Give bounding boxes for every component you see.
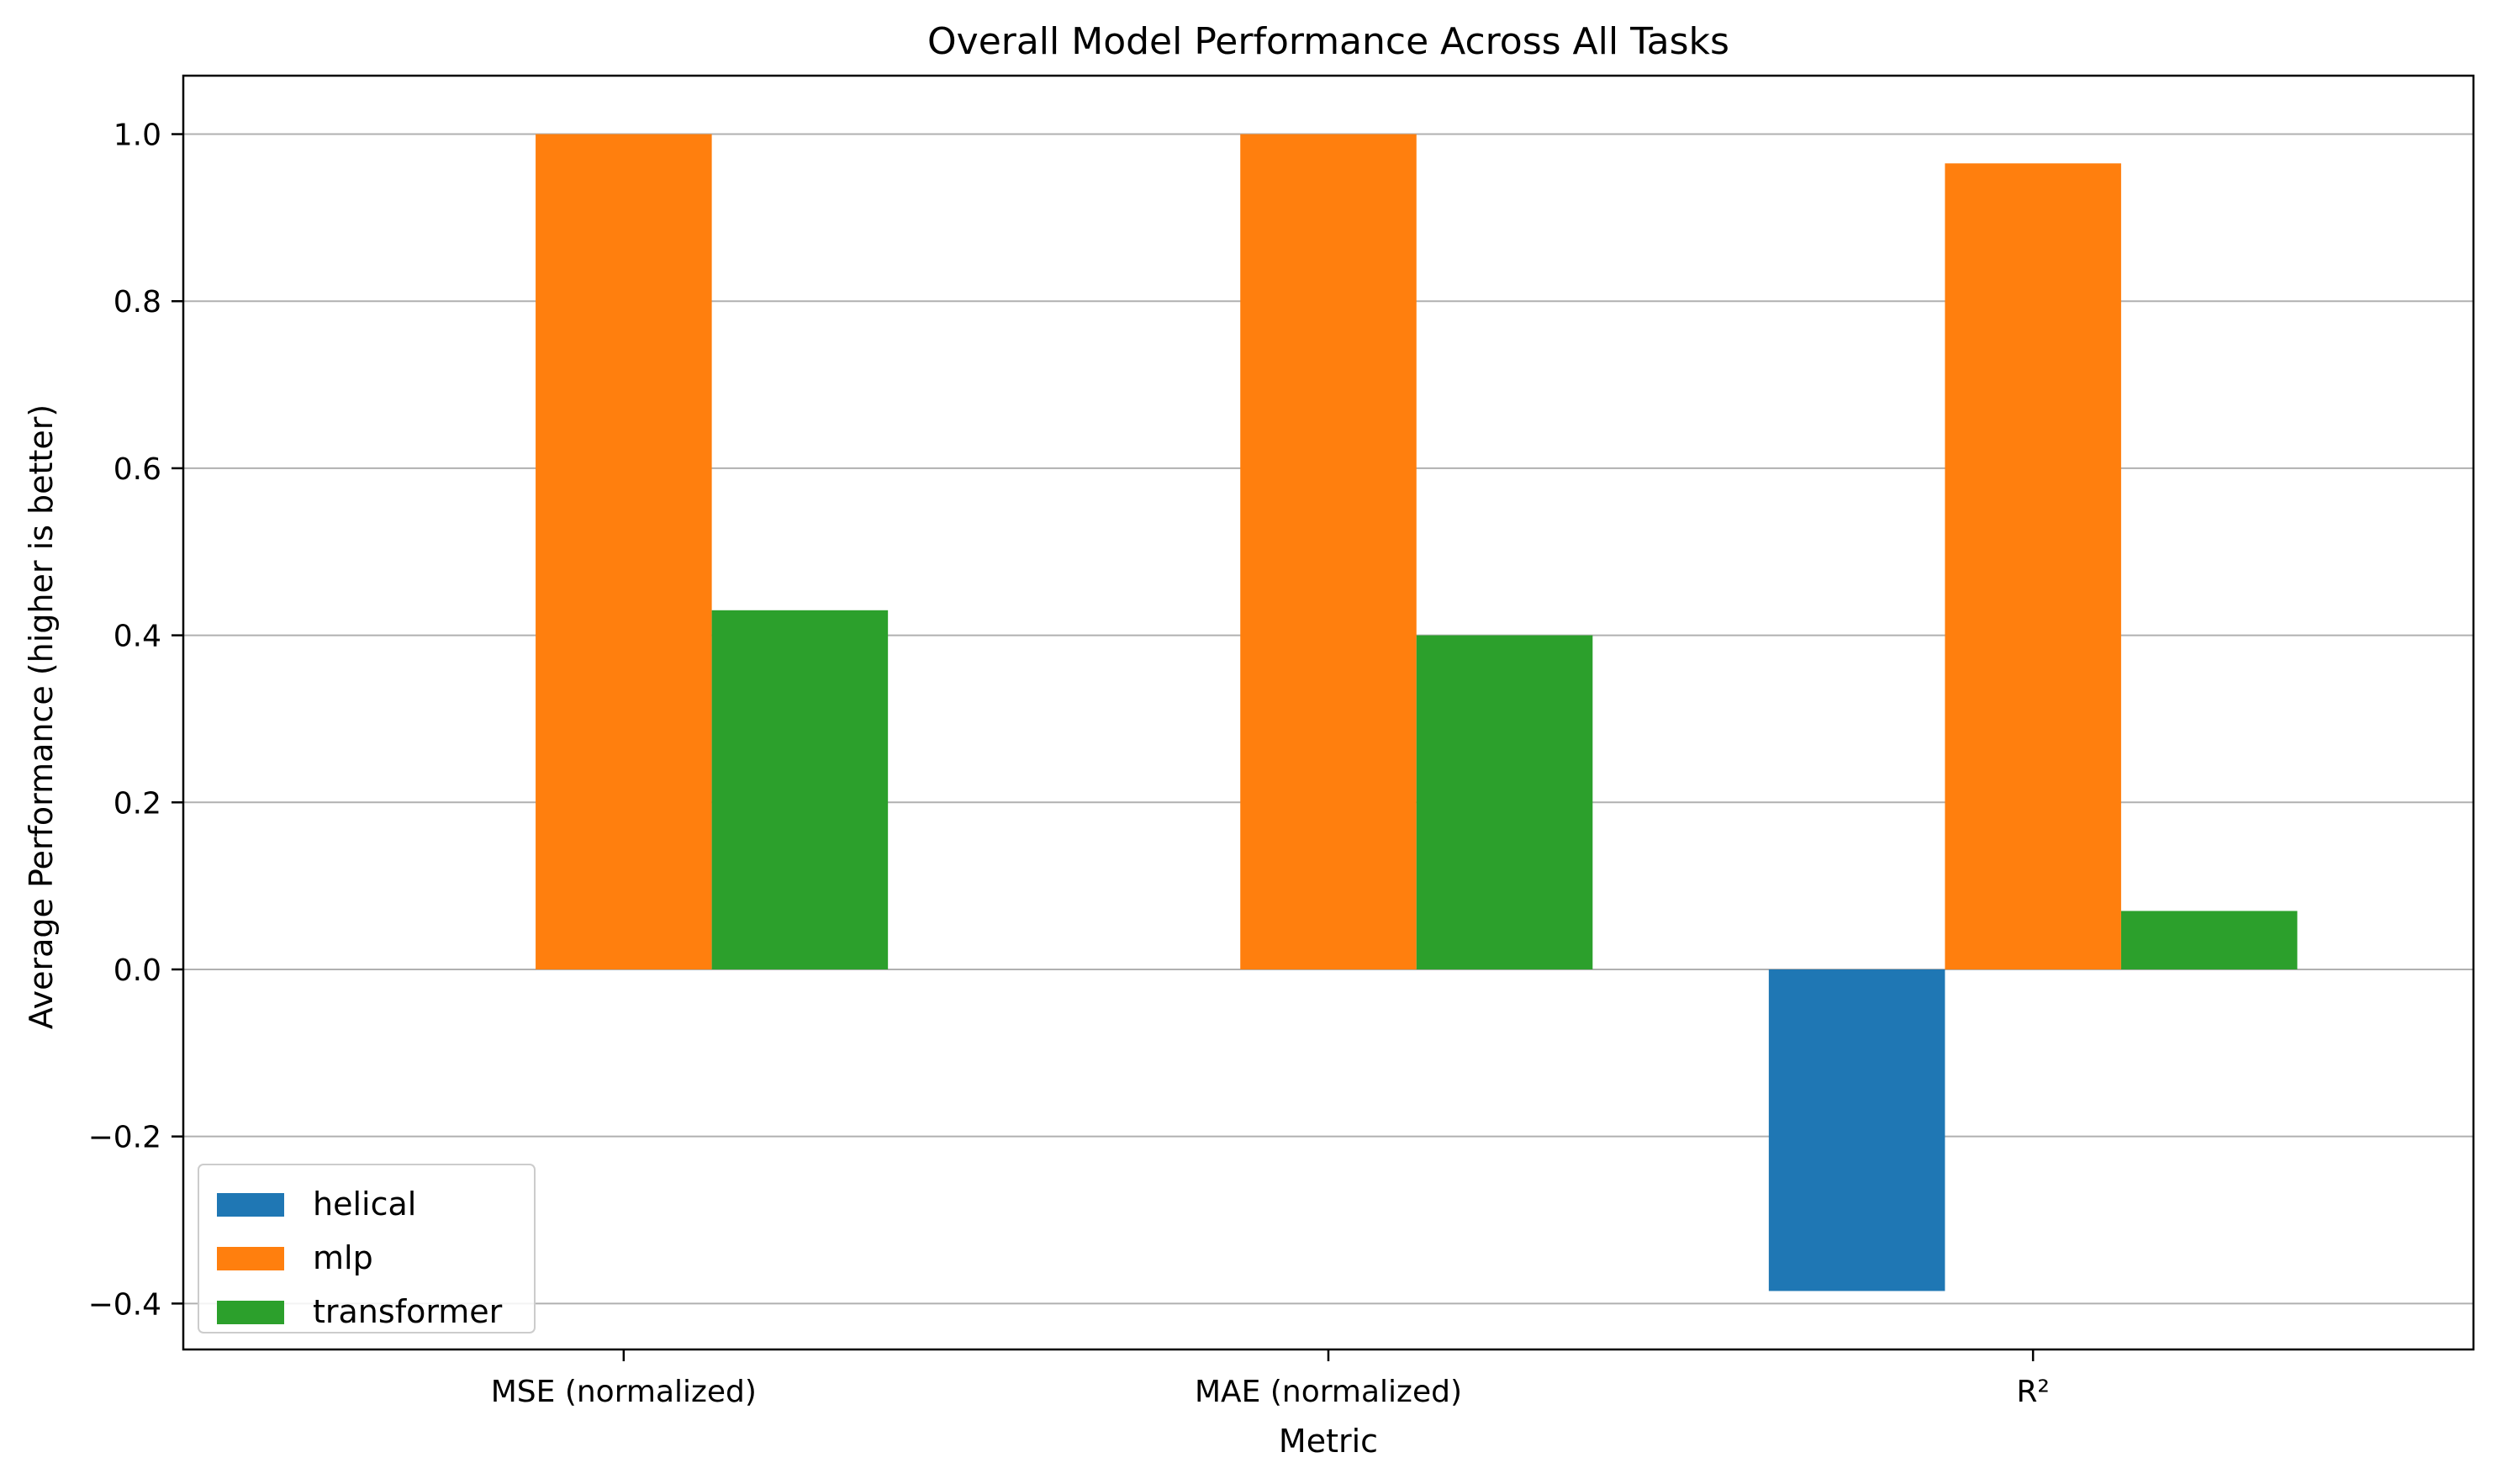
x-tick-label: R² <box>2016 1375 2049 1409</box>
bar-mlp <box>1240 134 1417 969</box>
y-tick-label: 0.2 <box>114 786 161 821</box>
bar-mlp <box>1945 163 2121 969</box>
y-tick-label: 1.0 <box>114 119 161 153</box>
bar-helical <box>1768 969 1945 1291</box>
y-tick-label: 0.0 <box>114 953 161 988</box>
legend-swatch-mlp <box>217 1247 284 1270</box>
bars <box>536 134 2298 1291</box>
chart-title: Overall Model Performance Across All Tas… <box>927 20 1729 63</box>
legend-swatch-helical <box>217 1193 284 1217</box>
bar-mlp <box>536 134 712 969</box>
x-tick-label: MAE (normalized) <box>1195 1375 1462 1409</box>
bar-transformer <box>711 610 889 969</box>
y-axis-ticks: −0.4 −0.2 0.0 0.2 0.4 0.6 0.8 1.0 <box>88 119 183 1322</box>
y-tick-label: 0.4 <box>114 620 161 654</box>
legend-label-helical: helical <box>313 1186 416 1223</box>
legend-label-mlp: mlp <box>313 1239 373 1276</box>
y-tick-label: −0.2 <box>88 1121 161 1155</box>
y-tick-label: 0.8 <box>114 285 161 320</box>
y-axis-label: Average Performance (higher is better) <box>23 404 60 1029</box>
bar-transformer <box>1416 635 1593 969</box>
y-tick-label: 0.6 <box>114 452 161 487</box>
bar-transformer <box>2120 911 2298 969</box>
x-axis-label: Metric <box>1279 1423 1378 1460</box>
x-tick-label: MSE (normalized) <box>491 1375 757 1409</box>
legend: helical mlp transformer <box>198 1164 536 1333</box>
legend-label-transformer: transformer <box>313 1293 503 1330</box>
legend-swatch-transformer <box>217 1301 284 1324</box>
x-axis-ticks: MSE (normalized) MAE (normalized) R² <box>491 1349 2050 1409</box>
y-tick-label: −0.4 <box>88 1287 161 1322</box>
